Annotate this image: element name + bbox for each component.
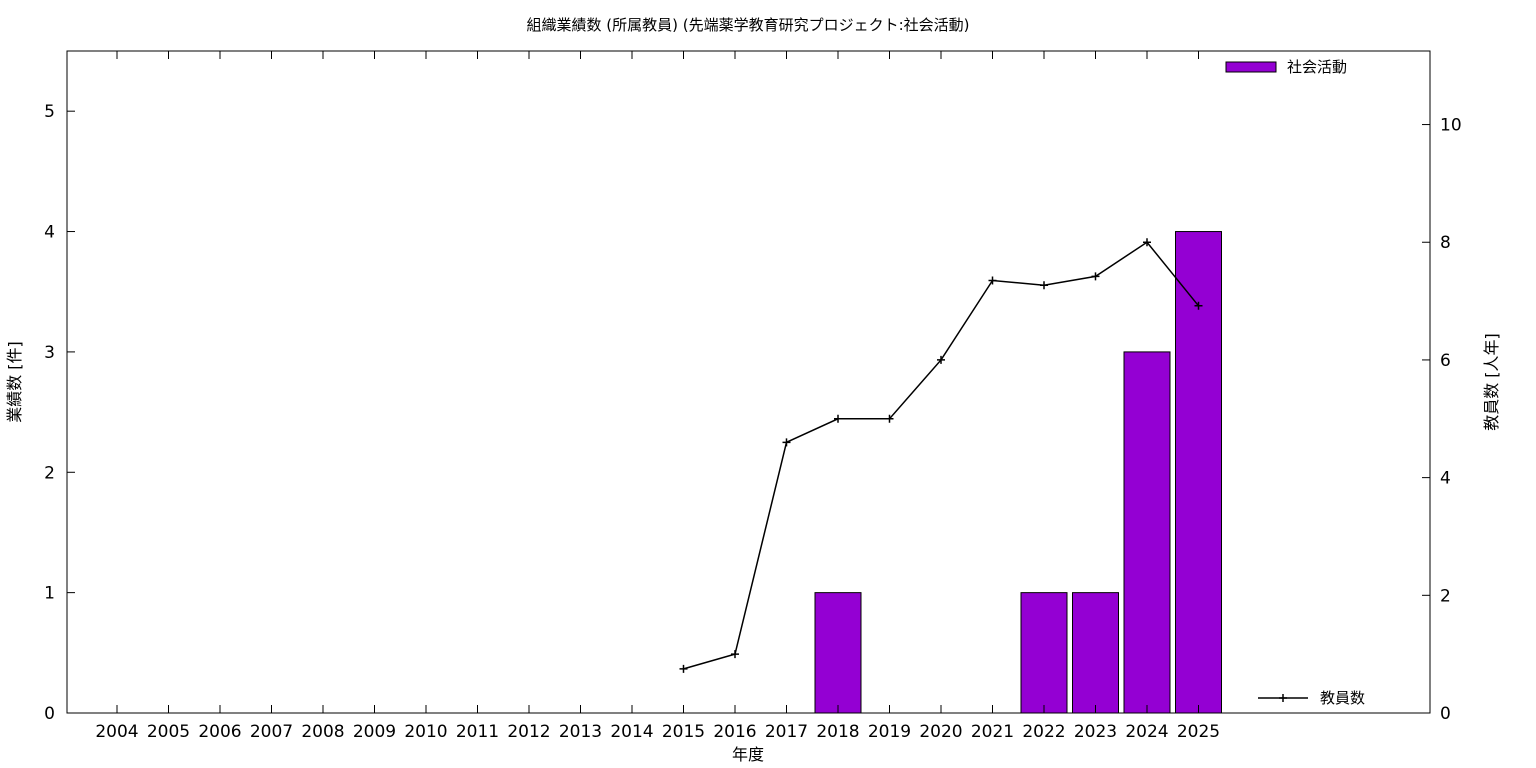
y-tick-label: 0 bbox=[44, 704, 55, 724]
x-tick-label: 2010 bbox=[404, 722, 447, 742]
point-2023 bbox=[1091, 272, 1100, 281]
x-tick-label: 2019 bbox=[868, 722, 911, 742]
legend-line: 教員数 bbox=[1258, 689, 1365, 707]
y2-tick-label: 6 bbox=[1440, 351, 1451, 371]
x-tick-label: 2005 bbox=[147, 722, 190, 742]
legend-line-label: 教員数 bbox=[1320, 689, 1365, 707]
point-2015 bbox=[679, 664, 688, 673]
y2-tick-label: 8 bbox=[1440, 233, 1451, 253]
x-tick-label: 2007 bbox=[250, 722, 293, 742]
point-2025 bbox=[1194, 301, 1203, 310]
y2-tick-label: 10 bbox=[1440, 116, 1462, 136]
line-teachers bbox=[683, 241, 1200, 670]
point-2020 bbox=[937, 355, 945, 364]
bar-2024 bbox=[1123, 351, 1171, 714]
chart-title: 組織業績数 (所属教員) (先端薬学教育研究プロジェクト:社会活動) bbox=[526, 16, 969, 34]
x-tick-label: 2023 bbox=[1074, 722, 1117, 742]
y-tick-label: 2 bbox=[44, 463, 55, 483]
x-tick-label: 2025 bbox=[1177, 722, 1220, 742]
line-group bbox=[679, 238, 1203, 673]
bar-2018 bbox=[814, 592, 862, 714]
point-2019 bbox=[885, 414, 894, 423]
x-tick-label: 2006 bbox=[198, 722, 241, 742]
x-tick-label: 2024 bbox=[1125, 722, 1168, 742]
y-axis-label: 業績数 [件] bbox=[5, 341, 24, 423]
x-tick-label: 2022 bbox=[1022, 722, 1065, 742]
y2-tick-label: 4 bbox=[1440, 469, 1451, 489]
x-tick-label: 2017 bbox=[765, 722, 808, 742]
bar-group bbox=[814, 231, 1222, 714]
legend-bar-label: 社会活動 bbox=[1287, 58, 1347, 76]
tick-group: 2004 2005 2006 2007 2008 2009 2010 2011 2012 2013… bbox=[44, 51, 1462, 742]
x-tick-label: 2016 bbox=[713, 722, 756, 742]
point-2024 bbox=[1143, 238, 1151, 247]
x-tick-label: 2012 bbox=[507, 722, 550, 742]
x-tick-label: 2004 bbox=[95, 722, 138, 742]
point-2022 bbox=[1040, 281, 1048, 290]
y2-tick-label: 0 bbox=[1440, 704, 1451, 724]
y-tick-label: 1 bbox=[44, 584, 55, 604]
point-2018 bbox=[834, 414, 842, 423]
y-tick-label: 5 bbox=[44, 102, 55, 122]
x-tick-label: 2009 bbox=[353, 722, 396, 742]
plot-frame bbox=[66, 50, 1431, 714]
y-tick-label: 3 bbox=[44, 343, 55, 363]
x-tick-label: 2014 bbox=[610, 722, 653, 742]
x-tick-label: 2013 bbox=[559, 722, 602, 742]
legend-line-marker bbox=[1279, 694, 1287, 702]
bar-2025 bbox=[1175, 231, 1222, 714]
x-tick-label: 2018 bbox=[816, 722, 859, 742]
x-tick-label: 2020 bbox=[919, 722, 962, 742]
legend-bar: 社会活動 bbox=[1225, 58, 1347, 76]
y2-axis-label: 教員数 [人年] bbox=[1482, 333, 1501, 431]
point-2016 bbox=[731, 650, 739, 659]
legend-bar-swatch bbox=[1225, 61, 1277, 73]
x-tick-label: 2011 bbox=[456, 722, 499, 742]
x-tick-label: 2015 bbox=[662, 722, 705, 742]
point-2017 bbox=[782, 438, 791, 447]
y2-tick-label: 2 bbox=[1440, 586, 1451, 606]
x-tick-label: 2021 bbox=[971, 722, 1014, 742]
x-tick-label: 2008 bbox=[301, 722, 344, 742]
x-axis-label: 年度 bbox=[732, 745, 764, 764]
y-tick-label: 4 bbox=[44, 223, 55, 243]
point-2021 bbox=[988, 276, 997, 285]
bar-2023 bbox=[1072, 592, 1119, 714]
bar-2022 bbox=[1020, 592, 1068, 714]
